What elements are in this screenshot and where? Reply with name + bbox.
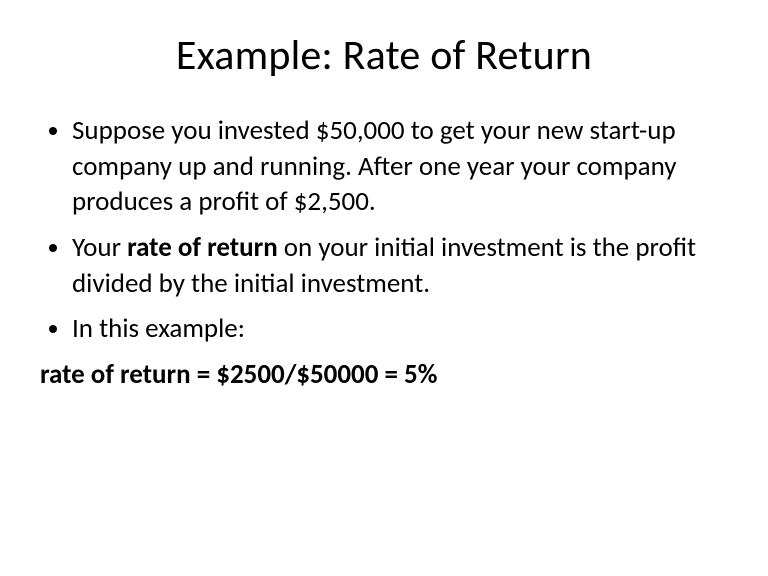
slide-container: Example: Rate of Return Suppose you inve…: [0, 0, 768, 576]
bullet-text: Your: [72, 231, 127, 264]
bullet-text: In this example:: [72, 312, 245, 345]
bullet-bold: rate of return: [127, 231, 278, 264]
list-item: Your rate of return on your initial inve…: [72, 230, 728, 301]
bullet-list: Suppose you invested $50,000 to get your…: [40, 113, 728, 347]
slide-title: Example: Rate of Return: [40, 30, 728, 81]
list-item: Suppose you invested $50,000 to get your…: [72, 113, 728, 220]
bullet-text: Suppose you invested $50,000 to get your…: [72, 114, 677, 218]
list-item: In this example:: [72, 311, 728, 347]
conclusion-text: rate of return = $2500/$50000 = 5%: [40, 357, 728, 393]
